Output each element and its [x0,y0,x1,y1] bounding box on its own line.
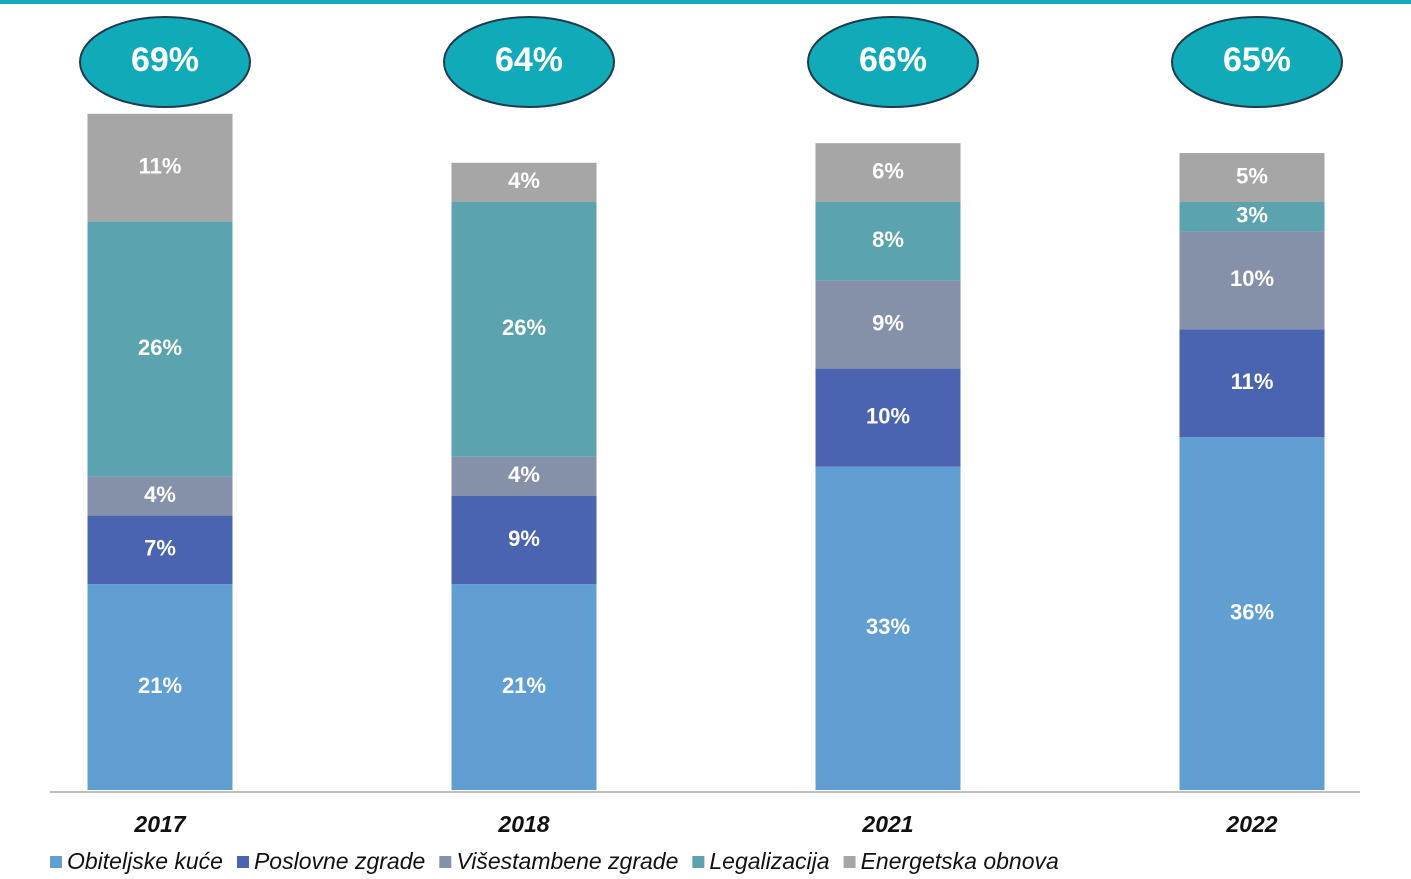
bar-segment [1179,153,1325,202]
x-tick-label: 2022 [1225,811,1277,837]
bar-segment [451,584,597,790]
legend-swatch [843,856,856,868]
data-label: 21% [138,673,182,698]
bar-segment [451,162,597,202]
data-label: 9% [508,526,540,551]
total-label: 64% [495,41,563,79]
data-label: 21% [502,673,546,698]
legend-swatch [692,856,705,868]
legend-label: Legalizacija [709,848,829,874]
bar-segment [87,476,233,516]
data-label: 10% [866,403,910,428]
data-label: 8% [872,227,904,252]
bar-segment [815,280,961,369]
total-bubble [79,16,251,108]
total-label: 69% [131,41,199,79]
data-label: 4% [144,482,176,507]
legend-label: Obiteljske kuće [67,848,223,874]
bar-segment [451,456,597,496]
data-label: 5% [1236,163,1268,188]
bar-segment [815,368,961,467]
total-bubble [443,16,615,108]
bar-segment [87,221,233,477]
bar-segment [451,202,597,457]
x-tick-label: 2018 [497,811,549,837]
legend-label: Višestambene zgrade [456,848,678,874]
total-bubble [1171,16,1343,108]
bar-segment [815,143,961,202]
bar-segment [1179,202,1325,232]
bar-segment [87,515,233,585]
bar-segment [87,113,233,222]
data-label: 26% [502,315,546,340]
bar-segment [815,202,961,281]
bar-segment [1179,329,1325,438]
x-tick-label: 2021 [861,811,913,837]
data-label: 4% [508,168,540,193]
data-label: 11% [1231,369,1274,394]
data-label: 33% [866,614,910,639]
bar-segment [1179,231,1325,330]
data-label: 10% [1230,266,1274,291]
bar-segment [87,584,233,790]
bar-segment [1179,437,1325,790]
total-bubble [807,16,979,108]
x-tick-label: 2017 [133,811,186,837]
data-label: 6% [872,158,904,183]
data-label: 11% [139,154,182,179]
bar-segment [451,496,597,585]
legend-swatch [236,856,249,868]
data-label: 4% [508,462,540,487]
legend-label: Energetska obnova [861,848,1059,874]
bar-segment [815,466,961,790]
data-label: 26% [138,335,182,360]
data-label: 9% [872,310,904,335]
total-label: 65% [1223,41,1291,79]
legend-label: Poslovne zgrade [254,848,425,874]
data-label: 36% [1230,599,1274,624]
legend-swatch [50,856,62,868]
data-label: 3% [1236,203,1268,228]
data-label: 7% [144,536,176,561]
total-label: 66% [859,41,927,79]
legend-swatch [439,856,452,868]
top-rule [0,0,1411,4]
